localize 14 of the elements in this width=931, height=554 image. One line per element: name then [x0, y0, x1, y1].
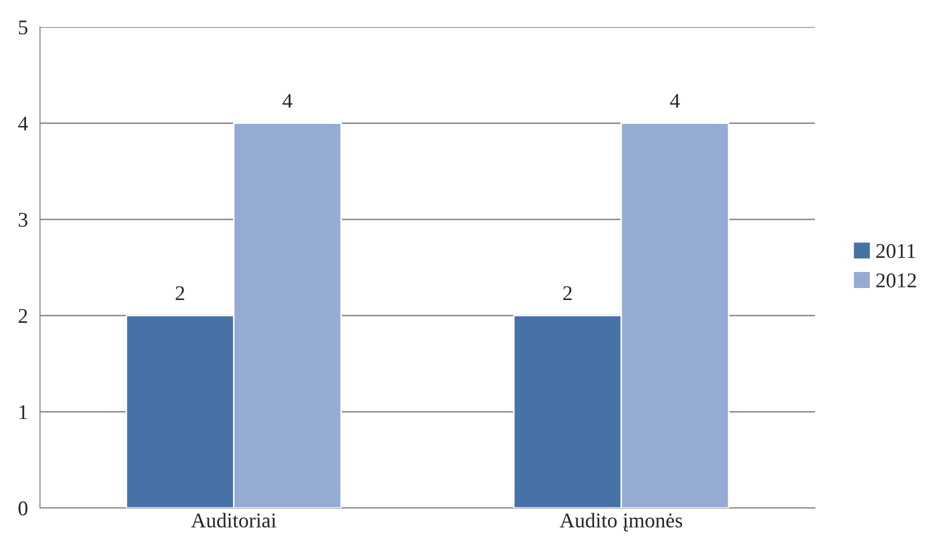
legend-label: 2011	[876, 244, 916, 258]
data-label: 4	[670, 94, 680, 108]
data-label: 4	[282, 94, 292, 108]
y-tick-label: 0	[18, 501, 28, 516]
data-label: 2	[563, 286, 572, 300]
legend-label: 2012	[876, 273, 916, 288]
x-tick-label: Auditoriai	[191, 512, 276, 528]
y-tick-label: 2	[18, 309, 28, 323]
data-label: 2	[176, 286, 184, 300]
y-tick-label: 3	[18, 212, 28, 227]
y-tick-label: 5	[18, 20, 28, 34]
y-tick-label: 4	[18, 116, 28, 130]
y-tick-label: 1	[20, 405, 27, 420]
x-tick-label: Audito įmonės	[560, 512, 682, 532]
